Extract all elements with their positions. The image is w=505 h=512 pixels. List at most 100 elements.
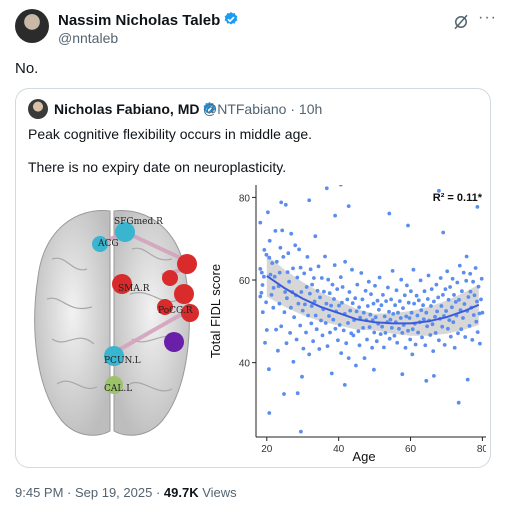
data-point (301, 346, 306, 351)
data-point (260, 283, 265, 287)
data-point (443, 287, 448, 291)
data-point (400, 372, 405, 377)
data-point (377, 275, 382, 280)
data-point (411, 267, 416, 272)
data-point (293, 243, 298, 248)
y-tick-label: 60 (239, 276, 251, 287)
data-point (433, 331, 438, 335)
views-count[interactable]: 49.7K (163, 485, 199, 500)
data-point (391, 312, 396, 316)
data-point (475, 205, 480, 209)
data-point (457, 263, 462, 268)
data-point (476, 284, 481, 289)
data-point (429, 287, 434, 291)
data-point (279, 200, 284, 205)
data-point (327, 291, 332, 296)
x-tick-label: 80 (477, 444, 486, 455)
timestamp-views[interactable]: 9:45 PM · Sep 19, 2025 · 49.7K Views (15, 485, 237, 500)
avatar[interactable] (15, 9, 49, 43)
author-name[interactable]: Nassim Nicholas Taleb (58, 11, 239, 29)
data-point (394, 288, 399, 293)
data-point (421, 303, 425, 308)
data-point (479, 297, 483, 302)
data-point (300, 374, 304, 379)
confidence-band (266, 255, 479, 336)
data-point (354, 309, 359, 314)
data-point (414, 293, 419, 298)
node-red-3 (157, 299, 173, 315)
data-point (287, 279, 291, 284)
data-point (441, 230, 446, 235)
data-point (269, 293, 274, 297)
brain-network-image: SFGmed.R ACG SMA.R PoCG.R PCUN.L CAL.L (34, 210, 199, 436)
data-point (409, 289, 413, 294)
data-point (388, 317, 393, 322)
quoted-author-name[interactable]: Nicholas Fabiano, MD (54, 101, 217, 117)
data-point (299, 290, 304, 294)
data-point (323, 254, 327, 259)
r-squared-annotation: R² = 0.11* (433, 192, 483, 204)
data-point (323, 321, 328, 325)
data-point (297, 247, 301, 252)
data-point (271, 305, 276, 310)
post-date[interactable]: Sep 19, 2025 (74, 485, 153, 500)
data-point (367, 325, 372, 329)
data-point (354, 363, 358, 368)
data-point (363, 288, 368, 293)
data-point (361, 326, 365, 330)
data-point (421, 317, 426, 322)
data-point (348, 308, 353, 313)
data-point (285, 270, 290, 275)
node-red-4 (181, 304, 199, 322)
data-point (308, 267, 313, 272)
grok-icon[interactable] (452, 13, 470, 31)
node-red-1 (177, 254, 197, 274)
brain-label-cal-l: CAL.L (104, 384, 132, 394)
data-point (456, 400, 461, 405)
data-point (400, 331, 405, 335)
author-handle[interactable]: @nntaleb (58, 30, 119, 46)
data-point (291, 266, 295, 271)
post-time[interactable]: 9:45 PM (15, 485, 64, 500)
data-point (304, 285, 309, 289)
data-point (416, 298, 421, 303)
data-point (368, 312, 373, 317)
data-point (404, 314, 409, 319)
data-point (415, 313, 420, 318)
brain-label-pcun-l: PCUN.L (104, 356, 141, 366)
data-point (331, 317, 336, 322)
data-point (471, 279, 475, 284)
quoted-author-name-text[interactable]: Nicholas Fabiano, MD (54, 101, 200, 117)
data-point (317, 347, 322, 351)
data-point (350, 267, 354, 272)
views-label[interactable]: Views (202, 485, 237, 500)
author-name-text[interactable]: Nassim Nicholas Taleb (58, 12, 221, 29)
data-point (366, 279, 371, 284)
data-point (406, 328, 410, 333)
data-point (332, 263, 337, 267)
quoted-avatar[interactable] (28, 99, 48, 119)
data-point (401, 306, 405, 310)
data-point (406, 223, 410, 228)
data-point (262, 248, 267, 252)
data-point (329, 303, 333, 308)
data-point (291, 359, 296, 364)
data-point (470, 338, 475, 342)
data-point (475, 330, 480, 334)
data-point (320, 333, 325, 338)
data-point (422, 289, 427, 294)
quoted-handle[interactable]: @NTFabiano (203, 101, 287, 117)
data-point (262, 274, 266, 279)
data-point (365, 304, 370, 308)
data-point (286, 251, 291, 256)
data-point (380, 324, 384, 329)
data-point (395, 340, 400, 345)
quoted-tweet[interactable]: Nicholas Fabiano, MD @NTFabiano · 10h Pe… (15, 88, 491, 468)
data-point (456, 331, 460, 336)
data-point (374, 339, 379, 344)
data-point (431, 349, 436, 353)
left-hemisphere (34, 210, 111, 436)
quoted-time[interactable]: 10h (298, 101, 323, 117)
data-point (432, 374, 436, 378)
more-icon[interactable]: ··· (478, 9, 497, 26)
